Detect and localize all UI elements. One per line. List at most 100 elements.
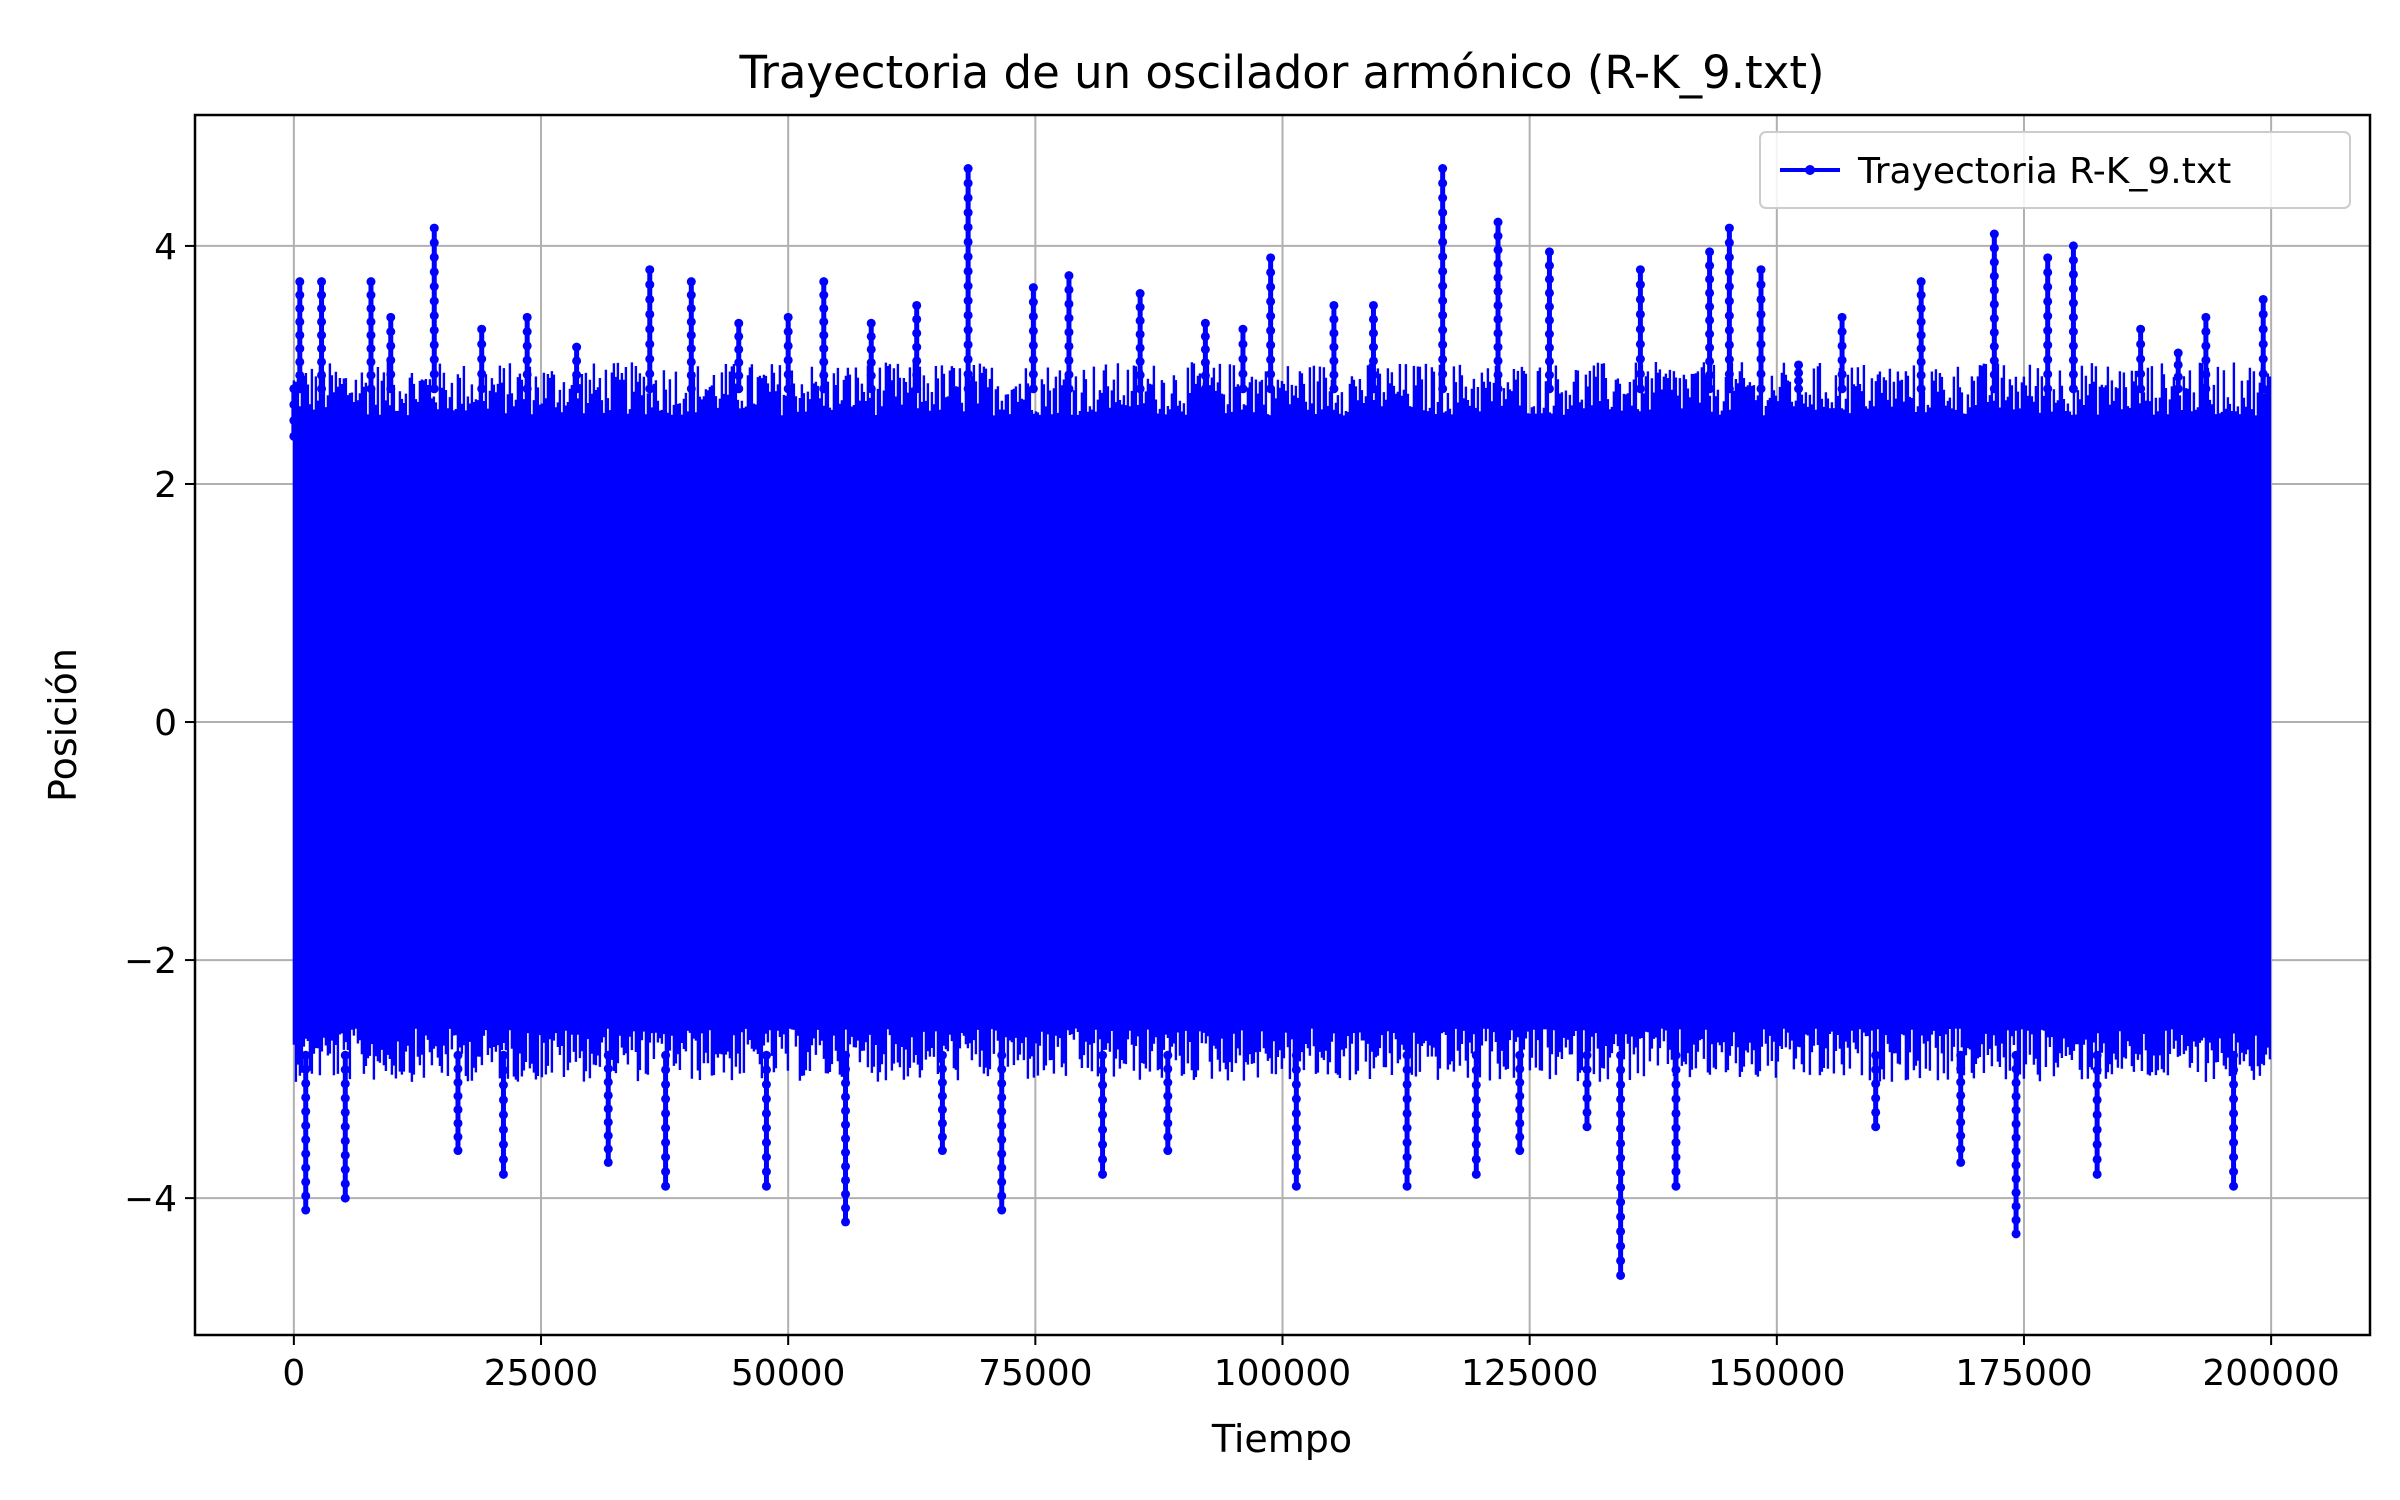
spike-point <box>1837 384 1847 394</box>
spike-point <box>1402 1094 1412 1104</box>
spike-point <box>761 1138 771 1148</box>
legend-box <box>1759 131 2351 209</box>
spike-point <box>1544 384 1554 394</box>
spike-point <box>841 1120 851 1130</box>
spike-point <box>1671 1123 1681 1133</box>
x-axis: 0 25000 50000 75000 100000 125000 150000 175000… <box>282 1335 2340 1394</box>
spike-point <box>997 1163 1007 1173</box>
spike-point <box>301 1177 311 1187</box>
spike-point <box>1989 299 1999 309</box>
spike-point <box>1291 1079 1301 1089</box>
spike-point <box>645 309 655 319</box>
spike-point <box>2068 255 2078 265</box>
spike-point <box>1616 1226 1626 1236</box>
spike-point <box>1956 1144 1966 1154</box>
spike-point <box>1438 178 1448 188</box>
spike-point <box>386 355 396 365</box>
spike-point <box>1837 327 1847 337</box>
spike-point <box>963 310 973 320</box>
spike-point <box>1616 1094 1626 1104</box>
spike-point <box>2229 1123 2239 1133</box>
spike-point <box>761 1167 771 1177</box>
spike-point <box>997 1092 1007 1102</box>
spike-point <box>1163 1077 1173 1087</box>
spike-point <box>340 1165 350 1175</box>
spike-point <box>1028 355 1038 365</box>
spike-point <box>1238 384 1248 394</box>
spike-point <box>997 1205 1007 1215</box>
spike-point <box>603 1117 613 1127</box>
spike-point <box>1493 314 1503 324</box>
spike-point <box>522 312 532 322</box>
spike-point <box>1135 289 1145 299</box>
spike-point <box>1956 1104 1966 1114</box>
spike-point <box>1794 368 1804 378</box>
spike-point <box>1266 296 1276 306</box>
spike-point <box>783 312 793 322</box>
spike-point <box>2258 354 2268 364</box>
spike-point <box>1616 1197 1626 1207</box>
spike-point <box>1544 261 1554 271</box>
spike-point <box>734 331 744 341</box>
spike-point <box>301 1205 311 1215</box>
spike-point <box>1098 1095 1108 1105</box>
spike-point <box>2258 339 2268 349</box>
y-tick-label: 4 <box>154 227 177 268</box>
spike-point <box>477 324 487 334</box>
spike-point <box>340 1136 350 1146</box>
spike-point <box>453 1064 463 1074</box>
spike-point <box>429 369 439 379</box>
spike-point <box>1582 1079 1592 1089</box>
spike-point <box>1098 1110 1108 1120</box>
spike-point <box>1402 1079 1412 1089</box>
spike-point <box>2092 1050 2102 1060</box>
spike-point <box>2201 327 2211 337</box>
spike-point <box>819 370 829 380</box>
spike-point <box>295 277 305 287</box>
spike-point <box>1471 1154 1481 1164</box>
spike-point <box>1616 1124 1626 1134</box>
spike-point <box>912 342 922 352</box>
spike-point <box>1705 356 1715 366</box>
spike-point <box>937 1132 947 1142</box>
spike-point <box>1544 288 1554 298</box>
spike-point <box>1671 1152 1681 1162</box>
spike-point <box>1871 1065 1881 1075</box>
spike-point <box>301 1191 311 1201</box>
spike-point <box>963 178 973 188</box>
spike-point <box>937 1091 947 1101</box>
spike-point <box>301 1121 311 1131</box>
spike-point <box>317 344 327 354</box>
spike-point <box>498 1050 508 1060</box>
spike-point <box>1438 193 1448 203</box>
spike-point <box>1582 1122 1592 1132</box>
spike-point <box>1402 1123 1412 1133</box>
spike-point <box>603 1077 613 1087</box>
spike-point <box>1135 357 1145 367</box>
spike-point <box>1402 1138 1412 1148</box>
spike-point <box>317 357 327 367</box>
spike-point <box>498 1110 508 1120</box>
spike-point <box>1238 369 1248 379</box>
spike-point <box>1544 247 1554 257</box>
spike-point <box>1724 325 1734 335</box>
spike-point <box>1705 261 1715 271</box>
spike-point <box>1368 328 1378 338</box>
spike-point <box>819 277 829 287</box>
spike-point <box>2258 294 2268 304</box>
spike-point <box>1724 252 1734 262</box>
spike-point <box>289 431 299 441</box>
y-axis-label: Posición <box>41 648 85 802</box>
spike-point <box>453 1077 463 1087</box>
spike-point <box>997 1191 1007 1201</box>
spike-point <box>1493 356 1503 366</box>
spike-point <box>1200 318 1210 328</box>
spike-point <box>997 1107 1007 1117</box>
spike-point <box>841 1161 851 1171</box>
spike-point <box>841 1189 851 1199</box>
spike-point <box>603 1064 613 1074</box>
spike-point <box>1756 294 1766 304</box>
spike-point <box>2011 1064 2021 1074</box>
spike-point <box>366 344 376 354</box>
spike-point <box>386 312 396 322</box>
